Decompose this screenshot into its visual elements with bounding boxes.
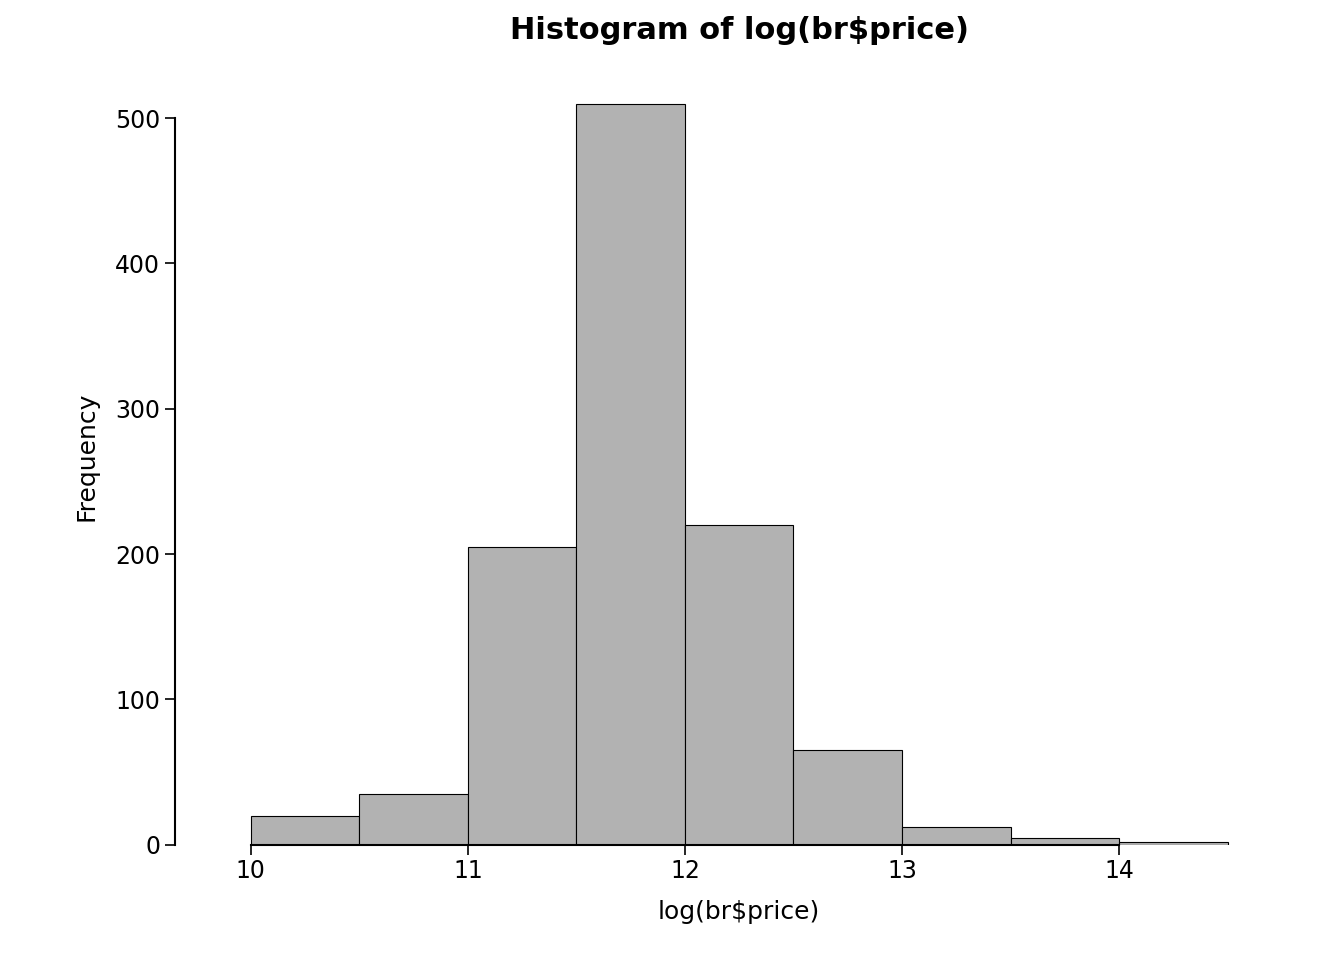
Bar xyxy=(468,547,577,845)
Bar xyxy=(251,816,359,845)
Bar xyxy=(793,751,902,845)
X-axis label: log(br$price): log(br$price) xyxy=(659,900,820,924)
Title: Histogram of log(br$price): Histogram of log(br$price) xyxy=(509,16,969,45)
Bar xyxy=(1011,837,1120,845)
Bar xyxy=(577,104,685,845)
Bar xyxy=(359,794,468,845)
Bar xyxy=(1120,842,1227,845)
Bar xyxy=(685,525,793,845)
Y-axis label: Frequency: Frequency xyxy=(74,392,98,520)
Bar xyxy=(902,828,1011,845)
